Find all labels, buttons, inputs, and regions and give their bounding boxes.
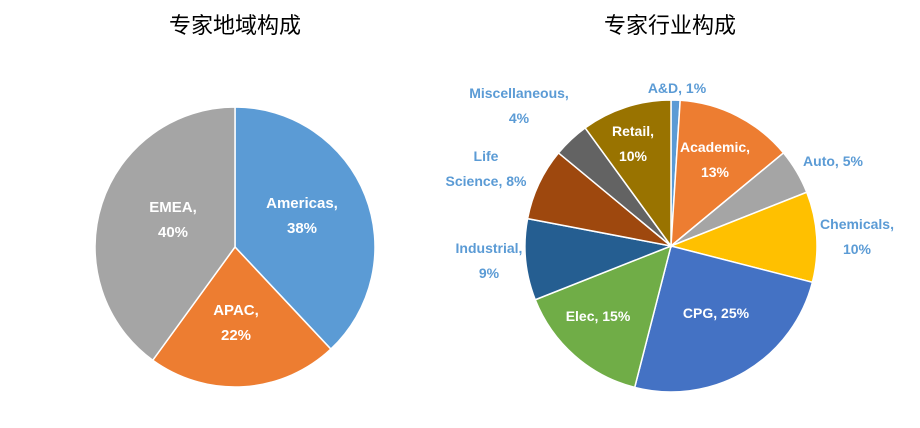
data-label-chemicals: Chemicals, 10% xyxy=(820,216,894,257)
pie-region: Americas, 38% APAC, 22% EMEA, 40% xyxy=(94,106,376,388)
pie-slice-academic xyxy=(670,99,785,248)
data-label-apac: APAC, 22% xyxy=(213,302,259,344)
data-label-academic: Academic, 13% xyxy=(680,139,750,180)
pie-slice-retail xyxy=(584,99,672,249)
data-label-a-d: A&D, 1% xyxy=(648,80,707,96)
data-label-emea: EMEA, 40% xyxy=(149,199,197,241)
data-label-retail: Retail, 10% xyxy=(612,123,654,164)
data-label-cpg: CPG, 25% xyxy=(683,305,750,321)
data-label-miscellaneous: Miscellaneous, 4% xyxy=(469,85,569,126)
data-label-americas: Americas, 38% xyxy=(266,195,338,237)
data-label-elec: Elec, 15% xyxy=(566,308,631,324)
data-label-auto: Auto, 5% xyxy=(803,153,863,169)
chart-title-industry: 专家行业构成 xyxy=(603,14,736,39)
pie-slice-emea xyxy=(94,106,236,362)
pie-slice-apac xyxy=(151,245,332,388)
pie-slice-elec xyxy=(534,244,673,389)
pie-slice-cpg xyxy=(633,245,814,393)
data-label-industrial: Industrial, 9% xyxy=(456,240,523,281)
pie-slice-americas xyxy=(234,106,376,351)
pie-industry: A&D, 1% Academic, 13% Auto, 5% Chemicals, 10%… xyxy=(446,80,894,393)
data-label-life-science: Life Science, 8% xyxy=(446,148,527,189)
pie-slice-chemicals xyxy=(668,191,818,284)
chart-title-region: 专家地域构成 xyxy=(168,14,301,39)
pie-slice-industrial xyxy=(524,217,674,301)
